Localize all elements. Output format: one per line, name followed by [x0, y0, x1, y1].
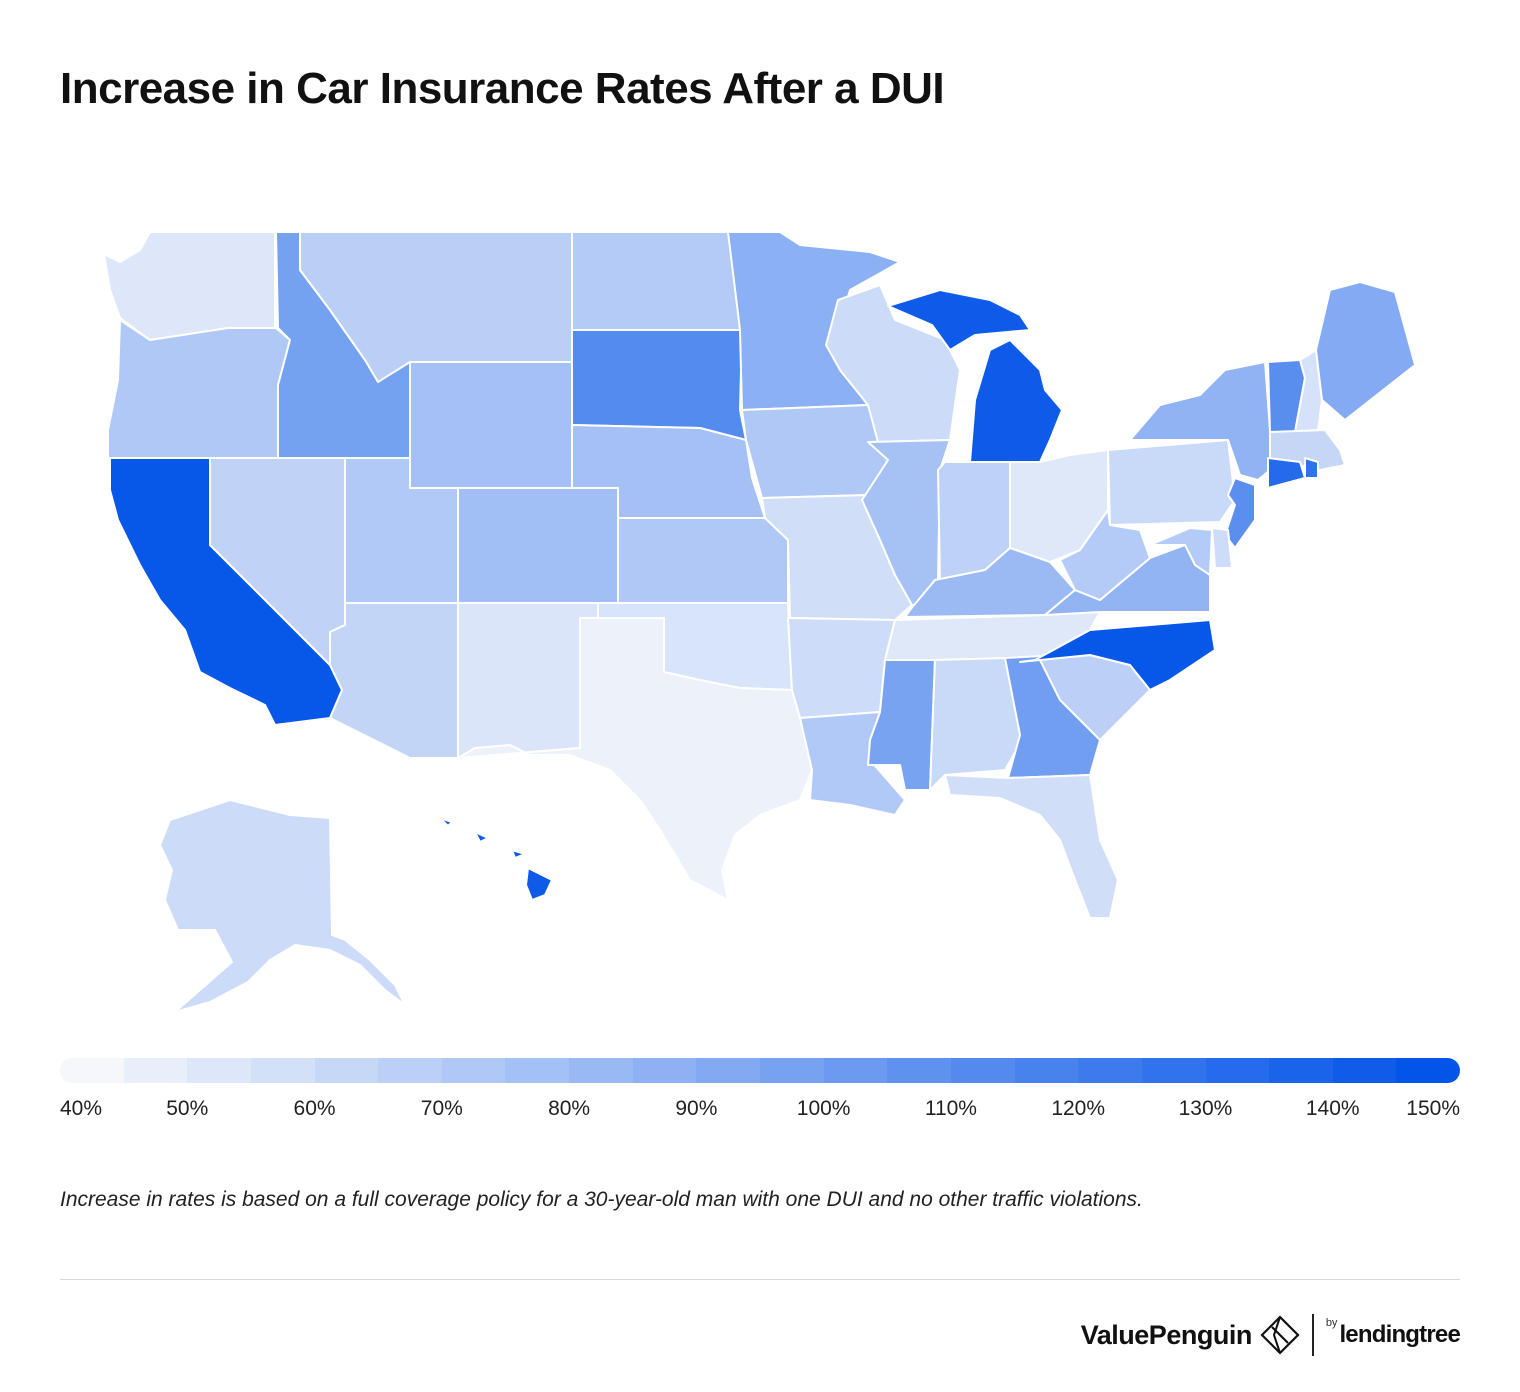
legend-swatch [1014, 1058, 1079, 1083]
state-or[interactable] [107, 319, 291, 459]
legend-swatch [1396, 1058, 1460, 1083]
legend-swatch [1269, 1058, 1333, 1083]
legend-swatch [60, 1058, 124, 1083]
legend-tick-label: 60% [293, 1097, 336, 1120]
legend-tick-label: 140% [1305, 1097, 1360, 1120]
state-ia[interactable] [741, 404, 889, 499]
legend-tick-label: 40% [60, 1097, 103, 1120]
legend-swatch [569, 1058, 633, 1083]
state-tx[interactable] [457, 617, 813, 901]
legend-swatch [441, 1058, 506, 1083]
legend-swatch [1078, 1058, 1142, 1083]
state-sd[interactable] [571, 329, 747, 441]
state-pa[interactable] [1107, 439, 1236, 526]
map-svg [103, 231, 1416, 1013]
legend-tick-label: 80% [548, 1097, 591, 1120]
state-il[interactable] [861, 439, 951, 606]
legend-tick-label: 130% [1178, 1097, 1233, 1120]
state-mi[interactable] [887, 289, 1063, 463]
state-ct[interactable] [1267, 457, 1306, 489]
legend-tick-label: 150% [1406, 1097, 1460, 1120]
legend-swatch [887, 1058, 951, 1083]
legend-swatch [632, 1058, 697, 1083]
state-wv[interactable] [1059, 509, 1151, 601]
state-nd[interactable] [571, 231, 743, 331]
valuepenguin-diamond-logo-icon [1260, 1315, 1300, 1355]
legend-swatch [760, 1058, 824, 1083]
legend-swatch [1205, 1058, 1270, 1083]
legend-tick-label: 70% [420, 1097, 463, 1120]
state-hi[interactable] [439, 817, 553, 901]
state-me[interactable] [1315, 281, 1416, 421]
legend-swatch [1332, 1058, 1397, 1083]
brand-by: by [1325, 1317, 1338, 1329]
state-wa[interactable] [103, 231, 276, 341]
legend-tick-label: 110% [924, 1097, 977, 1120]
chart-title: Increase in Car Insurance Rates After a … [60, 64, 945, 113]
legend-swatch [314, 1058, 379, 1083]
legend-swatch [823, 1058, 888, 1083]
state-wy[interactable] [409, 361, 573, 489]
brand-footer[interactable]: ValuePenguin by lendingtree [1080, 1310, 1461, 1360]
state-co[interactable] [457, 487, 619, 604]
color-scale-legend [60, 1058, 1460, 1083]
us-state-map [103, 231, 1416, 1013]
state-nc[interactable] [1019, 619, 1216, 691]
legend-swatch [505, 1058, 570, 1083]
legend-tick-label: 100% [796, 1097, 851, 1120]
state-nm[interactable] [457, 602, 599, 759]
brand-separator [1311, 1314, 1314, 1356]
divider [60, 1279, 1460, 1280]
legend-tick-label: 90% [675, 1097, 718, 1120]
legend-tick-label: 50% [166, 1097, 209, 1120]
legend-swatch [696, 1058, 761, 1083]
state-md[interactable] [1149, 527, 1213, 576]
legend-tick-label: 120% [1051, 1097, 1106, 1120]
state-fl[interactable] [944, 774, 1119, 919]
footnote: Increase in rates is based on a full cov… [60, 1188, 1143, 1211]
legend-swatch [250, 1058, 315, 1083]
state-az[interactable] [329, 602, 459, 759]
legend-swatch [123, 1058, 188, 1083]
state-de[interactable] [1211, 527, 1233, 569]
state-ky[interactable] [904, 547, 1076, 618]
state-ks[interactable] [617, 517, 789, 604]
legend-swatch [378, 1058, 442, 1083]
legend-swatch [1141, 1058, 1206, 1083]
legend-swatch [187, 1058, 251, 1083]
legend-swatch [950, 1058, 1015, 1083]
state-ak[interactable] [159, 799, 406, 1013]
brand-name: ValuePenguin [1080, 1319, 1253, 1350]
state-ar[interactable] [787, 617, 896, 719]
state-ri[interactable] [1304, 457, 1319, 479]
lendingtree-logo: lendingtree [1339, 1321, 1460, 1348]
